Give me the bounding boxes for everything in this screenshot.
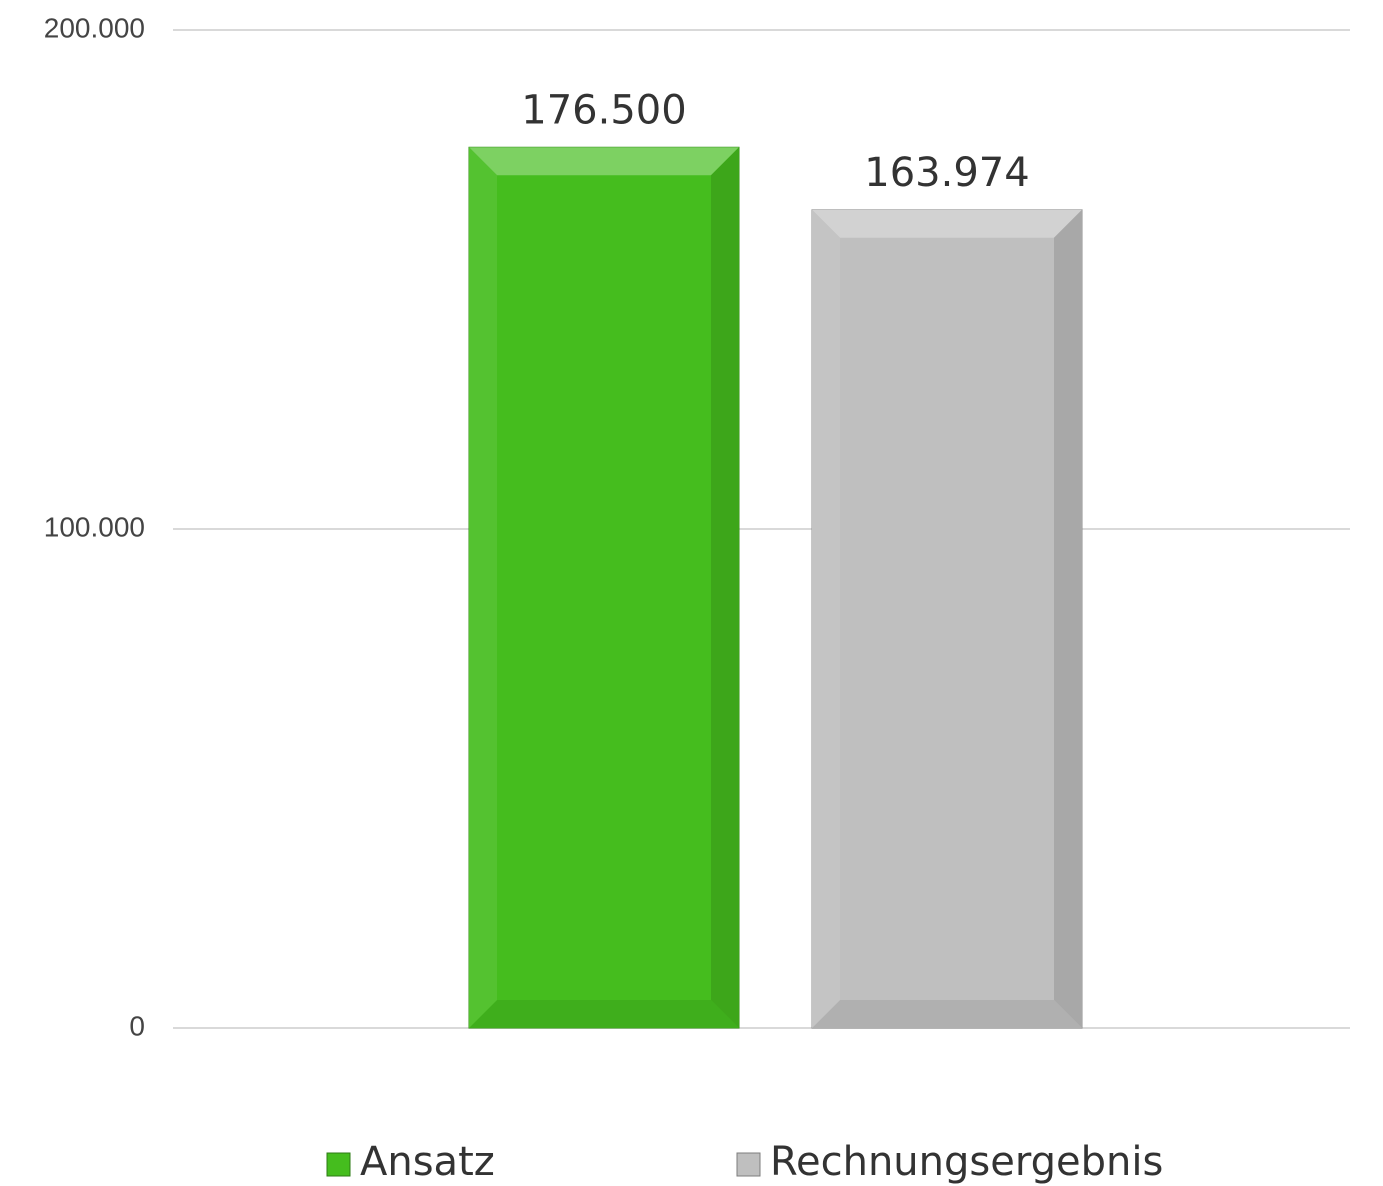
bar-bevel (469, 147, 497, 1028)
bar (811, 209, 1083, 1029)
y-tick-label: 100.000 (44, 511, 145, 542)
bar-bevel (812, 1000, 1082, 1028)
legend-marker (326, 1152, 351, 1177)
y-tick-label: 200.000 (44, 12, 145, 43)
legend-marker (736, 1152, 761, 1177)
bar-bevel (469, 1000, 739, 1028)
bar-bevel (1054, 209, 1082, 1028)
bar-bevel (812, 209, 1082, 238)
bar (468, 146, 740, 1029)
value-label: 163.974 (864, 150, 1029, 196)
bar-bevel (812, 209, 840, 1028)
legend-label: Rechnungsergebnis (770, 1139, 1163, 1185)
value-label: 176.500 (521, 87, 686, 133)
legend-label: Ansatz (360, 1139, 495, 1185)
bar-bevel (711, 147, 739, 1028)
bar-bevel (469, 147, 739, 176)
y-tick-label: 0 (129, 1010, 145, 1041)
